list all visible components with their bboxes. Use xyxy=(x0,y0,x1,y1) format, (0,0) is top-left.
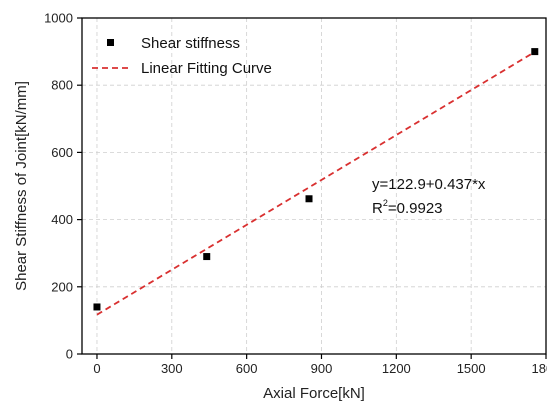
fit-line xyxy=(96,51,536,316)
y-axis-title: Shear Stiffness of Joint[kN/mm] xyxy=(13,81,30,291)
fit-equation: y=122.9+0.437*x xyxy=(372,176,486,193)
y-tick-label: 800 xyxy=(51,78,73,93)
fit-r-squared: R2=0.9923 xyxy=(372,198,443,217)
legend-label-fitting-curve: Linear Fitting Curve xyxy=(141,60,272,77)
y-tick-label: 1000 xyxy=(44,11,73,26)
x-tick-label: 1200 xyxy=(382,361,411,376)
data-point xyxy=(93,303,101,311)
x-tick-label: 1800 xyxy=(532,361,547,376)
y-tick-label: 0 xyxy=(66,347,73,362)
legend-marker-shear-stiffness xyxy=(107,39,114,46)
y-tick-label: 200 xyxy=(51,279,73,294)
x-tick-label: 600 xyxy=(236,361,258,376)
r-squared-prefix: R xyxy=(372,200,383,217)
x-tick-label: 300 xyxy=(161,361,183,376)
x-tick-label: 0 xyxy=(93,361,100,376)
data-points xyxy=(93,48,539,311)
x-axis-title: Axial Force[kN] xyxy=(263,385,365,402)
r-squared-value: =0.9923 xyxy=(388,200,443,217)
data-point xyxy=(305,195,313,203)
y-tick-label: 600 xyxy=(51,145,73,160)
y-axis-ticks: 0 200 400 600 800 1000 xyxy=(44,11,82,362)
data-point xyxy=(531,48,539,56)
legend-label-shear-stiffness: Shear stiffness xyxy=(141,35,240,52)
x-tick-label: 900 xyxy=(311,361,333,376)
legend: Shear stiffness Linear Fitting Curve xyxy=(92,35,272,77)
x-axis-ticks: 0 300 600 900 1200 1500 1800 xyxy=(93,354,547,376)
x-tick-label: 1500 xyxy=(457,361,486,376)
data-point xyxy=(203,253,211,261)
plot-frame xyxy=(81,17,547,355)
r-squared-superscript: 2 xyxy=(383,198,388,208)
y-tick-label: 400 xyxy=(51,212,73,227)
